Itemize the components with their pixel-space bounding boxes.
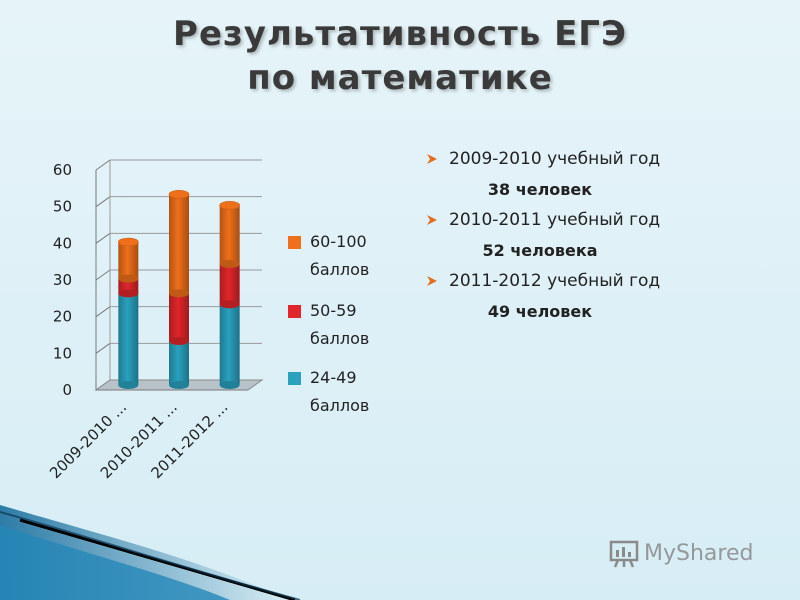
legend-swatch [288, 236, 301, 249]
bar-segment [219, 304, 240, 385]
y-tick-label: 60 [53, 161, 72, 179]
gridline-depth [95, 306, 111, 318]
legend-label: 24-49 [310, 368, 357, 387]
bar-segment [118, 242, 139, 279]
bar-segment [219, 205, 240, 264]
legend-label-unit: баллов [310, 396, 369, 415]
y-tick-label: 20 [53, 308, 72, 326]
bar-segment-bottom [118, 289, 139, 298]
bar-top-cap [219, 201, 240, 210]
gridline-depth [95, 342, 111, 354]
legend-swatch [288, 305, 301, 318]
bar-top-cap [118, 237, 139, 247]
watermark: MyShared [608, 537, 753, 569]
title-line-2: по математике [247, 58, 553, 98]
legend-label: 60-100 [310, 232, 367, 251]
title-line-1: Результативность ЕГЭ [173, 14, 627, 54]
bar-segment-bottom [169, 337, 189, 345]
bullet-count-3: 49 человек [487, 302, 593, 321]
bullet-year-2: 2010-2011 учебный год [449, 210, 661, 230]
gridline-depth [95, 159, 111, 171]
arrow-bullet-icon [427, 154, 437, 164]
bar-top-cap [168, 190, 190, 199]
legend-swatch [288, 372, 301, 385]
bar-segment [169, 194, 189, 294]
legend-label-unit: баллов [310, 260, 369, 279]
arrow-bullet-icon [427, 215, 437, 225]
y-tick-label: 0 [62, 381, 72, 399]
presentation-board-icon [609, 540, 639, 568]
bullet-item-2: 2010-2011 учебный год [425, 205, 755, 235]
bullet-item-1: 2009-2010 учебный год [425, 144, 755, 174]
gridline-depth [95, 196, 111, 208]
page-title: Результативность ЕГЭ по математике [0, 12, 800, 100]
y-tick-label: 30 [53, 271, 72, 289]
bar-segment-bottom [219, 260, 240, 268]
gridline-depth [95, 269, 111, 281]
bullet-count-2: 52 человека [482, 241, 598, 260]
bar-segment-bottom [219, 300, 240, 309]
bar-segment-bottom [169, 381, 189, 389]
gridline-depth [95, 232, 111, 244]
legend-label-unit: баллов [310, 329, 369, 348]
bar-segment [118, 278, 139, 294]
bullet-year-1: 2009-2010 учебный год [449, 149, 661, 169]
bar-segment-bottom [169, 289, 189, 298]
bar-segment-bottom [118, 381, 139, 389]
bullet-count-1: 38 человек [487, 180, 593, 199]
bar-segment [219, 264, 240, 305]
watermark-text: MyShared [644, 540, 754, 566]
arrow-bullet-icon [427, 276, 437, 286]
y-tick-label: 40 [53, 234, 72, 252]
legend-label: 50-59 [310, 301, 357, 320]
bar-segment-bottom [118, 274, 139, 283]
bar-segment-bottom [219, 381, 240, 389]
bar-segment [169, 293, 189, 341]
y-tick-label: 10 [53, 344, 72, 362]
bar-segment [169, 341, 189, 385]
bullet-item-3: 2011-2012 учебный год [425, 266, 755, 296]
bullet-year-3: 2011-2012 учебный год [449, 271, 661, 291]
y-tick-label: 50 [53, 198, 72, 216]
bar-segment [118, 293, 139, 385]
results-list: 2009-2010 учебный год 38 человек 2010-20… [425, 144, 755, 327]
